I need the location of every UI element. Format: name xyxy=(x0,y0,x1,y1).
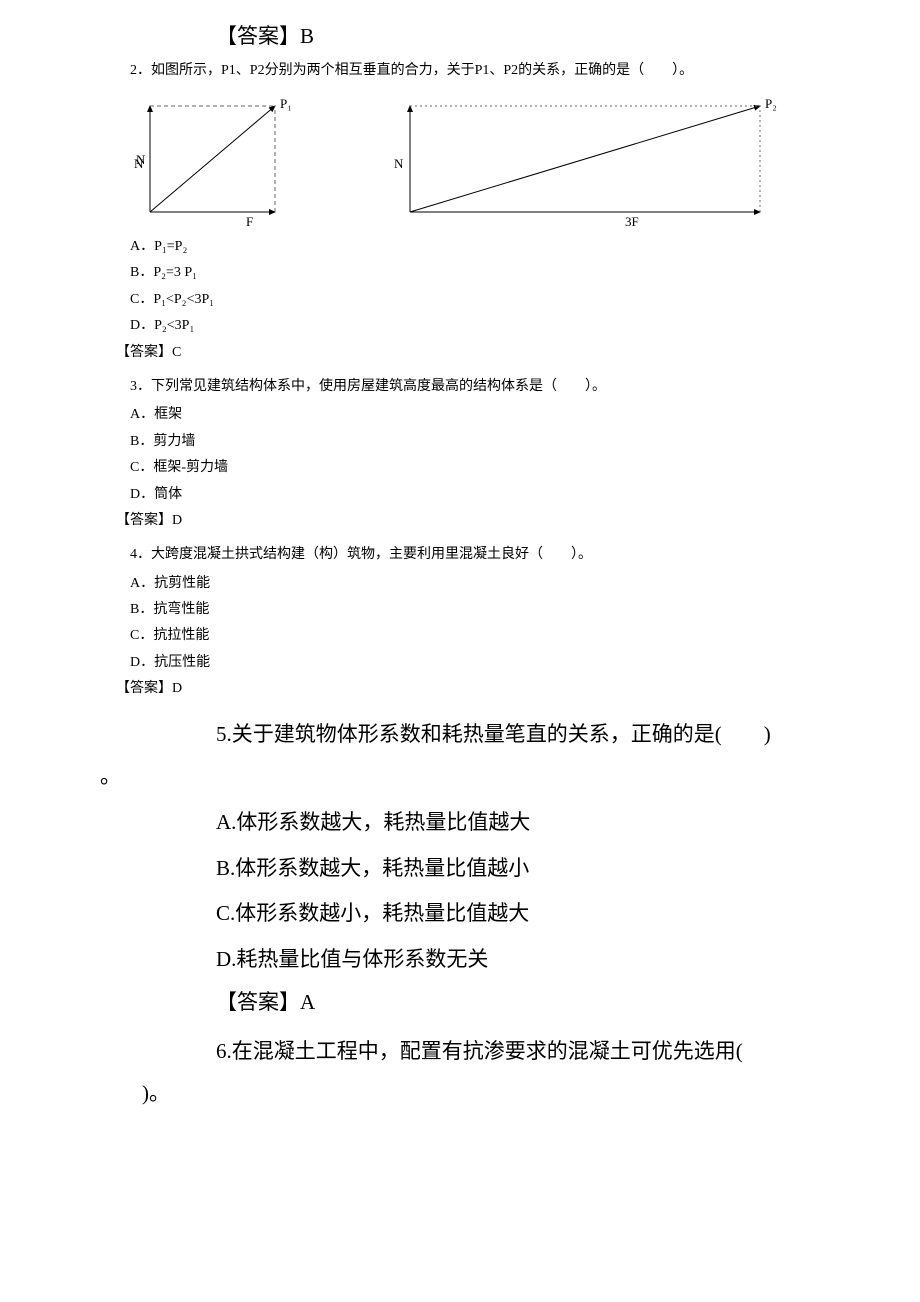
q3-text: 3．下列常见建筑结构体系中，使用房屋建筑高度最高的结构体系是（ ）。 xyxy=(100,376,820,398)
q4-answer: 【答案】D xyxy=(100,678,820,700)
diagram1-P-label: P₁ xyxy=(280,94,292,115)
q5-option-d: D.耗热量比值与体形系数无关 xyxy=(100,940,820,980)
q2-option-b: B．P₂=3 P₁ xyxy=(100,262,820,284)
q6-text-line2: )。 xyxy=(100,1072,820,1114)
q4-option-d: D．抗压性能 xyxy=(100,652,820,674)
diagram-p2: N 3F P₂ xyxy=(390,92,785,222)
q3-option-a: A．框架 xyxy=(100,404,820,426)
q5-text-suffix: 。 xyxy=(100,755,820,797)
q2-option-c: C．P₁<P₂<3P₁ xyxy=(100,289,820,311)
q5-option-c: C.体形系数越小，耗热量比值越大 xyxy=(100,894,820,934)
diagram1-F-label: F xyxy=(246,212,253,233)
q2-option-d: D．P₂<3P₁ xyxy=(100,315,820,337)
diagram-p1: N N F P₁ xyxy=(130,92,350,222)
q4-option-b: B．抗弯性能 xyxy=(100,599,820,621)
q5-answer: 【答案】A xyxy=(100,986,820,1020)
q3-option-c: C．框架-剪力墙 xyxy=(100,457,820,479)
q2-option-a: A．P₁=P₂ xyxy=(100,236,820,258)
q2-diagrams: N N F P₁ N 3F P₂ xyxy=(100,92,820,222)
q4-text: 4．大跨度混凝土拱式结构建（构）筑物，主要利用里混凝土良好（ ）。 xyxy=(100,544,820,566)
q2-answer: 【答案】C xyxy=(100,342,820,364)
q3-option-d: D．筒体 xyxy=(100,484,820,506)
diagram1-N-label: N xyxy=(134,154,143,175)
q4-option-c: C．抗拉性能 xyxy=(100,625,820,647)
q5-option-b: B.体形系数越大，耗热量比值越小 xyxy=(100,849,820,889)
q5-text: 5.关于建筑物体形系数和耗热量笔直的关系，正确的是( ) xyxy=(100,713,820,755)
diagram2-P-label: P₂ xyxy=(765,94,777,115)
q3-answer: 【答案】D xyxy=(100,510,820,532)
q2-text: 2．如图所示，P1、P2分别为两个相互垂直的合力，关于P1、P2的关系，正确的是… xyxy=(100,60,820,82)
q4-option-a: A．抗剪性能 xyxy=(100,573,820,595)
diagram2-N-label: N xyxy=(394,154,403,175)
q5-text-prefix: 5.关于建筑物体形系数和耗热量笔直的关系，正确的是( ) xyxy=(216,722,771,746)
diagram2-F-label: 3F xyxy=(625,212,639,233)
q6-text-line1: 6.在混凝土工程中，配置有抗渗要求的混凝土可优先选用( xyxy=(100,1030,820,1072)
q1-answer: 【答案】B xyxy=(100,20,820,54)
q5-option-a: A.体形系数越大，耗热量比值越大 xyxy=(100,803,820,843)
q3-option-b: B．剪力墙 xyxy=(100,431,820,453)
